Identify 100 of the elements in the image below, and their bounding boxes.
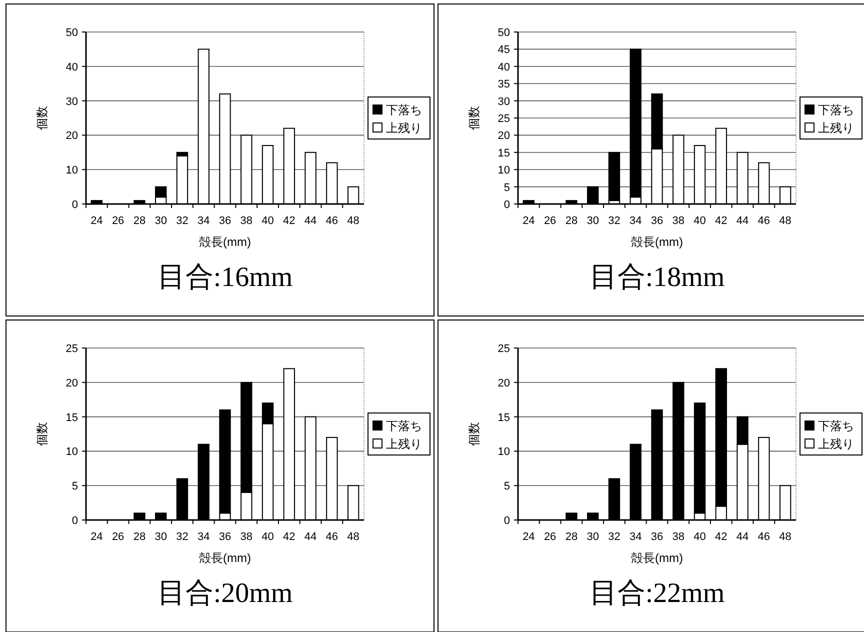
y-tick-label: 10 bbox=[66, 446, 78, 458]
x-tick-label: 26 bbox=[112, 531, 124, 543]
y-tick-label: 0 bbox=[72, 199, 78, 211]
x-tick-label: 32 bbox=[608, 215, 620, 227]
x-tick-label: 48 bbox=[347, 531, 360, 543]
y-tick-label: 0 bbox=[504, 515, 510, 527]
x-tick-label: 26 bbox=[544, 215, 556, 227]
y-tick-label: 35 bbox=[498, 78, 510, 91]
y-tick-label: 5 bbox=[72, 480, 78, 493]
x-tick-label: 34 bbox=[197, 531, 210, 543]
y-tick-label: 25 bbox=[66, 343, 78, 355]
legend-label: 下落ち bbox=[818, 103, 854, 117]
y-tick-label: 50 bbox=[498, 27, 510, 39]
x-tick-label: 24 bbox=[90, 531, 103, 543]
y-tick-label: 15 bbox=[66, 412, 78, 424]
legend-label: 上残り bbox=[386, 437, 422, 451]
x-tick-label: 46 bbox=[326, 215, 338, 227]
x-tick-label: 30 bbox=[154, 215, 167, 227]
x-tick-label: 24 bbox=[522, 215, 535, 227]
x-tick-label: 40 bbox=[694, 215, 706, 227]
x-tick-label: 28 bbox=[565, 215, 578, 227]
x-tick-label: 34 bbox=[197, 215, 210, 227]
y-tick-label: 50 bbox=[66, 27, 78, 39]
legend-label: 下落ち bbox=[386, 419, 422, 433]
y-tick-label: 5 bbox=[504, 182, 510, 194]
x-tick-label: 48 bbox=[779, 531, 792, 543]
y-axis-title: 個数 bbox=[467, 422, 481, 446]
legend-label: 上残り bbox=[386, 121, 422, 135]
text: 目合:22mm bbox=[589, 578, 725, 609]
y-tick-label: 20 bbox=[498, 130, 510, 142]
x-tick-label: 32 bbox=[608, 531, 620, 543]
legend-label: 下落ち bbox=[818, 419, 854, 433]
x-tick-label: 48 bbox=[779, 215, 792, 227]
y-tick-label: 30 bbox=[66, 96, 78, 108]
y-tick-label: 25 bbox=[498, 113, 510, 125]
text: 目合:20mm bbox=[157, 578, 293, 609]
x-tick-label: 42 bbox=[283, 531, 296, 543]
x-tick-label: 38 bbox=[672, 531, 685, 543]
x-tick-label: 38 bbox=[240, 531, 253, 543]
y-tick-label: 10 bbox=[498, 164, 510, 177]
y-axis-title: 個数 bbox=[467, 106, 481, 130]
y-axis-title: 個数 bbox=[35, 422, 49, 446]
x-tick-label: 36 bbox=[650, 531, 664, 543]
x-axis-title: 殻長(mm) bbox=[631, 551, 683, 565]
x-axis-title: 殻長(mm) bbox=[199, 235, 251, 249]
y-tick-label: 0 bbox=[504, 199, 510, 211]
y-tick-label: 30 bbox=[498, 96, 510, 108]
x-tick-label: 42 bbox=[715, 215, 728, 227]
x-tick-label: 28 bbox=[565, 531, 578, 543]
x-tick-label: 36 bbox=[218, 215, 232, 227]
x-tick-label: 46 bbox=[326, 531, 338, 543]
x-tick-label: 48 bbox=[347, 215, 360, 227]
x-tick-label: 28 bbox=[133, 531, 146, 543]
x-tick-label: 44 bbox=[304, 215, 317, 227]
x-tick-label: 34 bbox=[629, 531, 642, 543]
x-tick-label: 36 bbox=[650, 215, 664, 227]
x-tick-label: 26 bbox=[544, 531, 556, 543]
x-tick-label: 32 bbox=[176, 531, 188, 543]
text: 目合:16mm bbox=[157, 262, 293, 293]
x-tick-label: 40 bbox=[262, 215, 274, 227]
y-tick-label: 10 bbox=[66, 164, 78, 177]
x-tick-label: 46 bbox=[758, 531, 770, 543]
x-tick-label: 30 bbox=[154, 531, 167, 543]
y-tick-label: 25 bbox=[498, 343, 510, 355]
x-tick-label: 42 bbox=[715, 531, 728, 543]
y-tick-label: 40 bbox=[498, 61, 510, 74]
legend-label: 上残り bbox=[818, 437, 854, 451]
x-tick-label: 42 bbox=[283, 215, 296, 227]
x-tick-label: 34 bbox=[629, 215, 642, 227]
x-tick-label: 46 bbox=[758, 215, 770, 227]
x-tick-label: 40 bbox=[694, 531, 706, 543]
y-tick-label: 10 bbox=[498, 446, 510, 458]
x-tick-label: 26 bbox=[112, 215, 124, 227]
x-tick-label: 38 bbox=[240, 215, 253, 227]
x-tick-label: 30 bbox=[586, 531, 599, 543]
bar bbox=[608, 152, 620, 202]
legend-label: 下落ち bbox=[386, 103, 422, 117]
y-tick-label: 15 bbox=[498, 412, 510, 424]
x-tick-label: 38 bbox=[672, 215, 685, 227]
x-tick-label: 28 bbox=[133, 215, 146, 227]
x-tick-label: 24 bbox=[90, 215, 103, 227]
y-tick-label: 40 bbox=[66, 61, 78, 74]
text: 目合:18mm bbox=[589, 262, 725, 293]
x-tick-label: 40 bbox=[262, 531, 274, 543]
x-axis-title: 殻長(mm) bbox=[199, 551, 251, 565]
x-tick-label: 24 bbox=[522, 531, 535, 543]
y-tick-label: 45 bbox=[498, 44, 510, 56]
x-tick-label: 44 bbox=[736, 215, 749, 227]
y-tick-label: 20 bbox=[498, 377, 510, 390]
legend-label: 上残り bbox=[818, 121, 854, 135]
x-tick-label: 36 bbox=[218, 531, 232, 543]
x-tick-label: 44 bbox=[736, 531, 749, 543]
y-axis-title: 個数 bbox=[35, 106, 49, 130]
x-tick-label: 32 bbox=[176, 215, 188, 227]
x-tick-label: 44 bbox=[304, 531, 317, 543]
y-tick-label: 20 bbox=[66, 377, 78, 390]
y-tick-label: 5 bbox=[504, 480, 510, 493]
y-tick-label: 20 bbox=[66, 130, 78, 142]
y-tick-label: 0 bbox=[72, 515, 78, 527]
x-axis-title: 殻長(mm) bbox=[631, 235, 683, 249]
